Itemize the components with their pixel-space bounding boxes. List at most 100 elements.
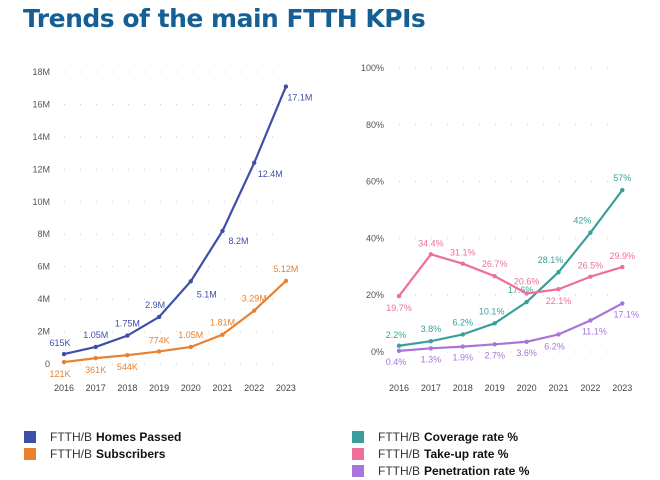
data-point — [252, 160, 257, 166]
y-tick-label: 0% — [371, 347, 384, 357]
x-tick-label: 2018 — [117, 383, 137, 393]
x-tick-label: 2019 — [149, 383, 169, 393]
y-tick-label: 20% — [366, 290, 384, 300]
y-tick-label: 8M — [37, 229, 50, 239]
x-tick-label: 2022 — [580, 383, 600, 393]
y-tick-label: 14M — [32, 132, 50, 142]
data-point — [220, 332, 225, 337]
data-point — [156, 314, 162, 320]
series-line-coverage-rate- — [398, 189, 624, 347]
data-label: 6.2% — [453, 317, 474, 327]
data-label: 3.8% — [421, 324, 442, 334]
data-point — [93, 355, 98, 361]
data-point — [188, 344, 193, 350]
data-point — [188, 279, 193, 284]
legend-left: FTTH/B Homes Passed FTTH/B Subscribers — [24, 428, 181, 462]
data-label: 1.3% — [421, 354, 442, 364]
y-tick-label: 60% — [366, 177, 384, 187]
data-label: 28.1% — [538, 255, 564, 265]
y-tick-label: 0 — [45, 359, 50, 369]
data-point — [460, 332, 465, 337]
x-tick-label: 2023 — [612, 383, 632, 393]
page-title: Trends of the main FTTH KPIs — [23, 4, 426, 33]
series-line-penetration-rate- — [398, 302, 623, 352]
data-point — [588, 274, 593, 279]
y-tick-label: 16M — [32, 99, 50, 109]
data-point — [396, 348, 402, 354]
legend-prefix: FTTH/B — [378, 446, 420, 461]
data-label: 17.1M — [287, 93, 312, 103]
legend-item-take-up: FTTH/B Take-up rate % — [352, 445, 529, 462]
legend-prefix: FTTH/B — [50, 446, 92, 461]
legend-label: Take-up rate % — [424, 446, 509, 461]
series-line-subscribers — [63, 280, 287, 364]
x-tick-label: 2022 — [244, 383, 264, 393]
data-label: 29.9% — [610, 251, 636, 261]
data-label: 6.2% — [544, 341, 565, 351]
series-line-homes-passed — [63, 86, 287, 356]
data-label: 1.81M — [210, 318, 235, 328]
data-label: 5.1M — [197, 289, 217, 299]
data-label: 12.4M — [258, 169, 283, 179]
data-label: 26.7% — [482, 259, 508, 269]
legend-item-coverage: FTTH/B Coverage rate % — [352, 428, 529, 445]
data-point — [460, 261, 465, 266]
data-label: 2.2% — [386, 330, 407, 340]
data-label: 3.29M — [242, 294, 267, 304]
x-tick-label: 2016 — [54, 383, 74, 393]
data-point — [460, 344, 465, 349]
data-label: 544K — [117, 362, 138, 372]
legend-swatch — [352, 464, 364, 477]
data-label: 22.1% — [546, 296, 572, 306]
legend-swatch — [24, 447, 36, 460]
data-label: 42% — [573, 216, 591, 226]
data-point — [396, 293, 402, 299]
legend-label: Subscribers — [96, 446, 166, 461]
data-label: 3.6% — [516, 348, 537, 358]
data-label: 1.05M — [83, 330, 108, 340]
x-tick-label: 2019 — [485, 383, 505, 393]
data-point — [524, 339, 529, 344]
legend-label: Coverage rate % — [424, 429, 519, 444]
data-point — [125, 352, 130, 358]
data-label: 121K — [49, 369, 70, 379]
data-point — [556, 287, 561, 292]
data-point — [283, 84, 289, 89]
data-label: 57% — [613, 173, 631, 183]
y-tick-label: 10M — [32, 197, 50, 207]
data-point — [61, 359, 67, 365]
data-point — [93, 344, 98, 350]
data-label: 19.7% — [386, 303, 412, 313]
x-tick-label: 2020 — [181, 383, 201, 393]
data-label: 0.4% — [386, 357, 407, 367]
x-tick-label: 2017 — [86, 383, 106, 393]
y-tick-label: 2M — [37, 327, 50, 337]
data-point — [588, 230, 593, 235]
y-tick-label: 12M — [32, 164, 50, 174]
legend-prefix: FTTH/B — [378, 429, 420, 444]
data-point — [283, 278, 289, 284]
legend-prefix: FTTH/B — [378, 463, 420, 478]
data-point — [156, 349, 162, 354]
data-label: 1.75M — [115, 319, 140, 329]
data-label: 26.5% — [578, 261, 604, 271]
legend-swatch — [352, 447, 364, 460]
legend-prefix: FTTH/B — [50, 429, 92, 444]
data-label: 1.9% — [453, 353, 474, 363]
x-tick-label: 2020 — [517, 383, 537, 393]
legend-item-penetration: FTTH/B Penetration rate % — [352, 462, 529, 479]
y-tick-label: 4M — [37, 294, 50, 304]
x-tick-label: 2021 — [212, 383, 232, 393]
data-label: 615K — [49, 338, 70, 348]
data-point — [61, 351, 67, 357]
data-point — [492, 342, 497, 347]
x-tick-label: 2023 — [276, 383, 296, 393]
data-point — [620, 187, 625, 193]
y-tick-label: 6M — [37, 262, 50, 272]
data-label: 31.1% — [450, 248, 476, 258]
data-label: 361K — [85, 365, 106, 375]
data-label: 17.1% — [614, 309, 640, 319]
legend-item-subscribers: FTTH/B Subscribers — [24, 445, 181, 462]
data-label: 2.7% — [484, 350, 505, 360]
